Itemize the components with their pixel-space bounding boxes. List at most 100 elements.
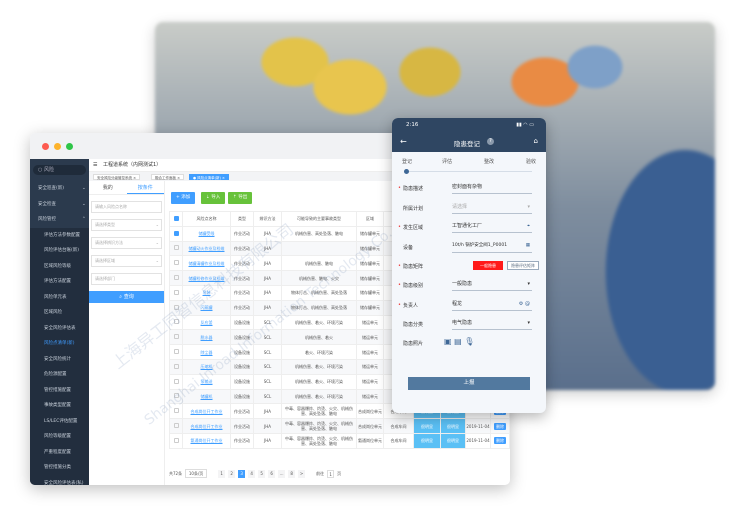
tab-risk-list[interactable]: ● 风险点清单(新) × xyxy=(189,173,229,180)
row-checkbox[interactable] xyxy=(173,245,179,251)
row-checkbox[interactable] xyxy=(173,437,179,443)
row-checkbox[interactable] xyxy=(173,304,179,310)
dept-select[interactable]: 请选择部门 xyxy=(91,273,162,285)
voice-upload-icon[interactable]: 🎙 xyxy=(464,337,475,346)
cell-name[interactable]: 合成岗位开工作业 xyxy=(182,418,231,434)
tab-workbench[interactable]: 融合工作面板 × xyxy=(151,173,185,180)
import-button[interactable]: ⇣ 导入 xyxy=(201,192,226,204)
cell-name[interactable]: 泵输送 xyxy=(182,373,231,390)
sidebar-item[interactable]: 管控措施配置 xyxy=(30,382,89,398)
row-checkbox[interactable] xyxy=(173,393,179,399)
filter-tab-condition[interactable]: 按条件 xyxy=(126,181,164,194)
page-button[interactable]: 4 xyxy=(248,469,256,478)
sidebar-item[interactable]: 安全风险统计 xyxy=(30,351,89,367)
row-checkbox[interactable] xyxy=(173,363,179,369)
delete-button[interactable]: 删除 xyxy=(494,422,506,430)
method-select[interactable]: 请选择辨识方法 ⌄ xyxy=(91,237,162,249)
name-input[interactable]: 请输入风险点名称 xyxy=(91,201,162,213)
sidebar-item[interactable]: 风险评估台账(新) xyxy=(30,243,89,259)
row-checkbox[interactable] xyxy=(173,334,179,340)
tab-risk-system[interactable]: 安全风险分级管控系统 × xyxy=(93,173,141,180)
area-select[interactable]: 请选择区域 ⌄ xyxy=(91,255,162,267)
filter-tab-mine[interactable]: 我的 xyxy=(102,185,113,191)
sidebar-item[interactable]: 危险源配置 xyxy=(30,367,89,383)
cell-name[interactable]: 闪蒸罐 xyxy=(182,299,231,316)
cell-name[interactable]: 氨通岗位开工作业 xyxy=(182,432,231,449)
row-checkbox[interactable] xyxy=(173,349,179,355)
export-button[interactable]: ⇡ 导出 xyxy=(228,192,253,204)
page-button[interactable]: ... xyxy=(278,469,286,478)
cell-name[interactable]: 合成岗位开工作业 xyxy=(182,403,231,420)
sidebar-item[interactable]: 评估方法配置 xyxy=(30,274,89,290)
sidebar-item[interactable]: 安全巡查(新) ⌄ xyxy=(38,186,86,191)
cell-name[interactable]: 储罐动火作业及检维 xyxy=(182,240,231,257)
cell-name[interactable]: 反应釜 xyxy=(182,314,231,331)
sidebar-search[interactable]: ○ 风险 xyxy=(33,165,86,175)
image-upload-icon[interactable]: ▣ xyxy=(444,337,452,346)
cell-name[interactable]: 储罐机 xyxy=(182,388,231,405)
cell-type: 作业活动 xyxy=(230,418,254,434)
cell-name[interactable]: 储罐检修作业及检维 xyxy=(182,270,231,286)
sidebar-item[interactable]: 安全风险评估表 xyxy=(30,320,89,336)
sidebar-item[interactable]: 评估方法参数配置 xyxy=(30,227,89,243)
sidebar-item[interactable]: 区域风险等级 xyxy=(30,258,89,274)
sidebar-item[interactable]: 风险管控 ⌃ xyxy=(38,217,86,222)
page-button[interactable]: 6 xyxy=(268,469,276,478)
query-button[interactable]: ⌕ 查询 xyxy=(89,291,164,303)
cell-name[interactable]: 脱水器 xyxy=(182,329,231,346)
cell-name[interactable]: 储罐受限 xyxy=(182,225,231,242)
row-checkbox[interactable] xyxy=(173,423,179,429)
sidebar-item[interactable]: 事故类型配置 xyxy=(30,398,89,414)
sidebar-item[interactable]: 风险单元表 xyxy=(30,289,89,305)
close-dot[interactable] xyxy=(42,143,49,150)
row-checkbox[interactable] xyxy=(173,319,179,325)
page-button[interactable]: 1 xyxy=(218,469,226,478)
row-checkbox[interactable] xyxy=(173,289,179,295)
cell-name[interactable]: 储罐清罐作业及检维 xyxy=(182,255,231,272)
minimize-dot[interactable] xyxy=(54,143,61,150)
sidebar-item[interactable]: LS/LEC评估配置 xyxy=(30,413,89,429)
submit-button[interactable]: 上报 xyxy=(408,377,530,390)
field-level[interactable]: • 隐患级别 一般隐患 ▾ xyxy=(398,281,532,291)
field-desc[interactable]: • 隐患描述 密封面有杂物 xyxy=(398,182,532,196)
page-button[interactable]: 5 xyxy=(258,469,266,478)
matrix-button[interactable]: 隐患评估矩阵 xyxy=(507,261,539,270)
field-area[interactable]: • 发生区域 工智通化工厂 ⌖ xyxy=(398,223,532,233)
goto-input[interactable]: 1 xyxy=(327,469,335,478)
sidebar-item[interactable]: 管控措施分类 xyxy=(30,460,89,476)
row-checkbox[interactable] xyxy=(173,230,179,236)
cell-type: 设备设施 xyxy=(230,388,254,405)
menu-icon[interactable]: ☰ xyxy=(93,162,98,168)
field-equipment[interactable]: 设备 10t/h 锅炉安全阀1_P0001 ▦ xyxy=(403,243,532,253)
home-icon[interactable]: ⌂ xyxy=(533,137,538,145)
page-button[interactable]: 2 xyxy=(228,469,236,478)
row-checkbox[interactable] xyxy=(173,275,179,281)
page-button[interactable]: 3 xyxy=(238,469,246,478)
field-category[interactable]: 隐患分类 电气隐患 ▾ xyxy=(403,320,532,330)
field-owner[interactable]: • 负责人 程龙 ⚙ @ xyxy=(398,301,532,311)
sidebar-item[interactable]: 风险点清单(新) xyxy=(30,336,89,352)
row-checkbox[interactable] xyxy=(173,408,179,414)
cell-name[interactable]: 吊装 xyxy=(182,284,231,301)
sidebar-item[interactable]: 安全检查 ⌄ xyxy=(38,201,86,207)
field-plan[interactable]: 所属计划 请选择 ▾ xyxy=(403,204,532,214)
page-button[interactable]: 8 xyxy=(288,469,296,478)
row-checkbox[interactable] xyxy=(173,378,179,384)
page-button[interactable]: > xyxy=(298,469,306,478)
row-checkbox[interactable] xyxy=(173,260,179,266)
cell-name[interactable]: 除尘器 xyxy=(182,344,231,360)
type-select[interactable]: 请选择类型 ⌄ xyxy=(91,219,162,231)
page-size-select[interactable]: 10条/页 xyxy=(185,469,208,478)
sidebar-item[interactable]: 区域风险 xyxy=(30,305,89,321)
add-button[interactable]: + 添加 xyxy=(171,192,196,204)
help-icon[interactable]: ? xyxy=(487,138,494,145)
sidebar-item[interactable]: 风险等级配置 xyxy=(30,429,89,445)
delete-button[interactable]: 删除 xyxy=(494,437,506,445)
sidebar-item[interactable]: 安全风险评估表(私) xyxy=(30,475,89,485)
maximize-dot[interactable] xyxy=(66,143,73,150)
back-arrow-icon[interactable]: ← xyxy=(400,137,407,146)
sidebar-item[interactable]: 严重程度配置 xyxy=(30,444,89,460)
video-upload-icon[interactable]: ▤ xyxy=(454,337,462,346)
select-all-checkbox[interactable] xyxy=(173,215,179,221)
cell-name[interactable]: 压缩机 xyxy=(182,358,231,375)
